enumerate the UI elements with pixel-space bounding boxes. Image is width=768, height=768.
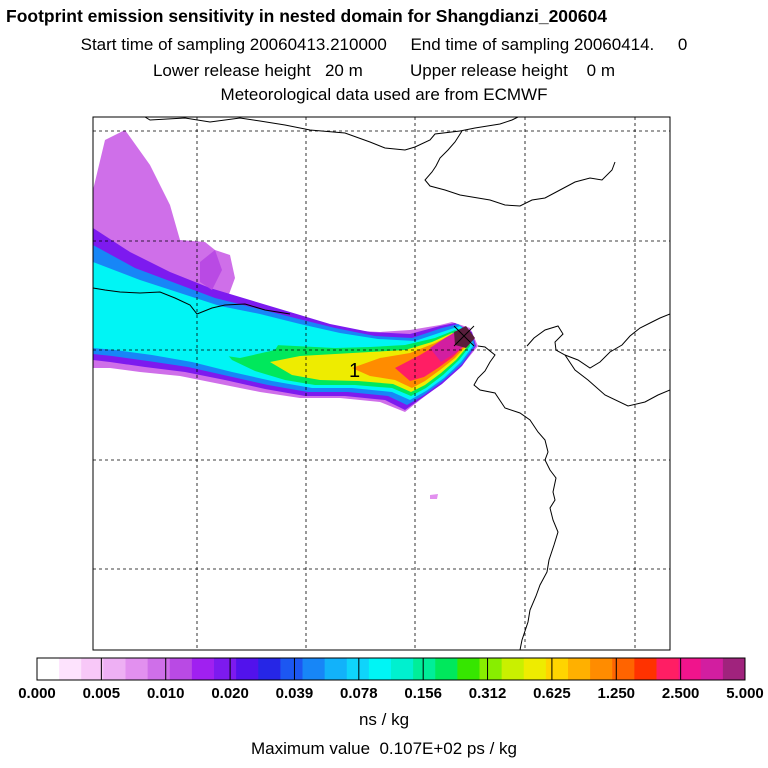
release-site-marker-stroke-b [453, 325, 475, 347]
colorbar-swatch [191, 658, 215, 680]
release-site-label: 1 [349, 360, 360, 382]
release-height-line: Lower release height 20 m Upper release … [152, 61, 616, 80]
colorbar-tick-label: 0.020 [211, 685, 249, 702]
colorbar-tick-label: 1.250 [597, 685, 635, 702]
plume-patch-north [200, 250, 222, 290]
map-panel: 1 [92, 116, 671, 651]
colorbar-swatch [457, 658, 480, 680]
coastline-segment-2 [424, 130, 616, 207]
colorbar-swatch [214, 658, 237, 680]
colorbar-swatch [280, 658, 303, 680]
colorbar-swatch [125, 658, 149, 680]
plume-core-west [93, 272, 285, 358]
coastline-segment-1 [144, 117, 519, 151]
colorbar-swatch [634, 658, 657, 680]
sampling-time-line: Start time of sampling 20060413.210000 E… [80, 35, 688, 54]
map-gridlines [93, 117, 670, 650]
colorbar-tick-label: 0.039 [276, 685, 314, 702]
colorbar: 0.000 0.005 0.010 0.020 0.039 0.078 0.156 0.312… [18, 657, 764, 702]
colorbar-swatch [324, 658, 348, 680]
colorbar-swatch [501, 658, 525, 680]
colorbar-swatch [523, 658, 547, 680]
colorbar-swatch [59, 658, 82, 680]
colorbar-swatch [258, 658, 281, 680]
colorbar-tick-label: 0.005 [83, 685, 121, 702]
colorbar-tick-label: 0.625 [533, 685, 571, 702]
colorbar-tick-label: 0.078 [340, 685, 378, 702]
colorbar-tick-label: 2.500 [662, 685, 700, 702]
maximum-value-label: Maximum value 0.107E+02 ps / kg [251, 739, 517, 758]
coastline-segment-4 [473, 345, 559, 650]
colorbar-swatch [656, 658, 680, 680]
colorbar-swatch [103, 658, 126, 680]
colorbar-swatch [37, 658, 60, 680]
colorbar-swatch [368, 658, 392, 680]
colorbar-swatch [346, 658, 370, 680]
colorbar-tick-label: 0.000 [18, 685, 56, 702]
colorbar-tick-label: 0.010 [147, 685, 185, 702]
met-data-line: Meteorological data used are from ECMWF [220, 85, 548, 104]
colorbar-swatch [236, 658, 259, 680]
colorbar-tick-label: 0.156 [404, 685, 442, 702]
colorbar-tick-label: 0.312 [469, 685, 507, 702]
coastline-segment-5 [526, 313, 670, 369]
map-frame [92, 116, 671, 651]
colorbar-swatch [722, 658, 746, 680]
colorbar-swatch [413, 658, 436, 680]
colorbar-swatch [147, 658, 171, 680]
colorbar-swatch [391, 658, 414, 680]
colorbar-swatch [568, 658, 591, 680]
colorbar-swatch [435, 658, 458, 680]
colorbar-swatch [700, 658, 724, 680]
plot-title: Footprint emission sensitivity in nested… [6, 6, 607, 26]
colorbar-tick-label: 5.000 [726, 685, 764, 702]
colorbar-swatch [479, 658, 503, 680]
colorbar-swatch [590, 658, 613, 680]
colorbar-swatch [169, 658, 193, 680]
colorbar-swatch [545, 658, 569, 680]
coastlines [93, 117, 670, 650]
coastline-segment-6 [564, 354, 670, 407]
coastline-segment-3 [93, 287, 291, 315]
colorbar-swatch [612, 658, 635, 680]
colorbar-unit-label: ns / kg [358, 710, 410, 729]
colorbar-swatch [302, 658, 326, 680]
colorbar-swatch [81, 658, 104, 680]
footprint-plume [93, 130, 478, 499]
colorbar-swatch [678, 658, 702, 680]
plume-patch-south [430, 494, 438, 499]
